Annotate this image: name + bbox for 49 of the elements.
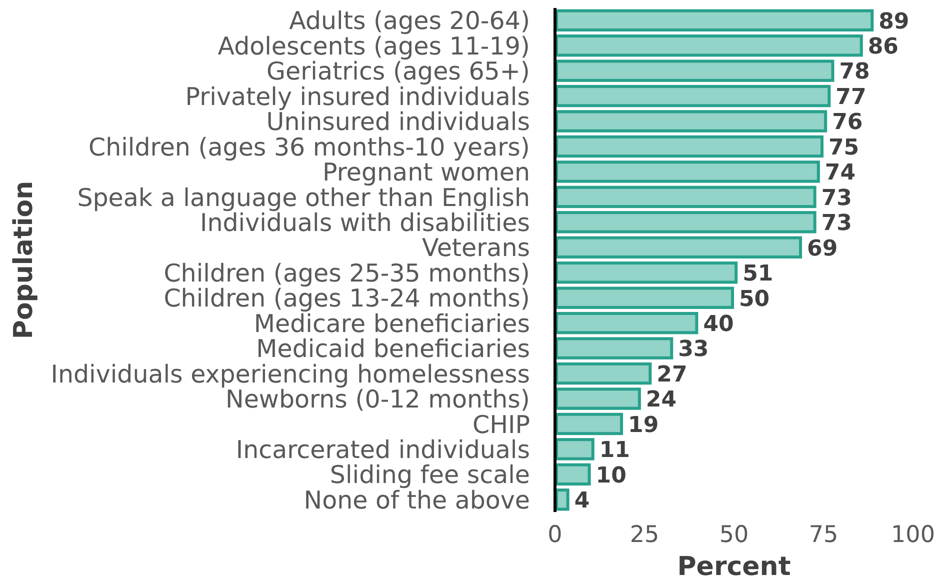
bar	[555, 236, 802, 258]
x-tick-label: 25	[630, 522, 660, 548]
bar	[555, 60, 834, 82]
bar	[555, 312, 698, 334]
bar	[555, 135, 824, 158]
data-label: 11	[599, 438, 630, 464]
data-label: 69	[807, 236, 838, 262]
bar	[555, 362, 652, 385]
bar	[555, 438, 594, 460]
x-axis-title: Percent	[677, 552, 791, 580]
x-tick-label: 100	[891, 522, 935, 548]
data-label: 75	[828, 135, 860, 160]
data-label: 77	[836, 84, 866, 110]
data-label: 50	[739, 286, 770, 312]
data-label: 19	[628, 412, 659, 438]
bar	[555, 412, 624, 436]
bar	[555, 9, 874, 32]
data-label: 4	[574, 488, 590, 514]
bar	[555, 110, 828, 132]
bar	[555, 488, 570, 511]
bar	[555, 211, 816, 234]
data-label: 89	[878, 9, 910, 34]
data-label: 51	[742, 262, 774, 287]
bar	[555, 34, 863, 57]
bar	[555, 388, 641, 410]
bar	[555, 262, 738, 284]
y-tick-label: Children (ages 36 months-10 years)	[88, 132, 530, 162]
x-tick-label: 0	[548, 522, 562, 548]
bar	[555, 84, 831, 108]
data-label: 73	[821, 186, 852, 211]
data-label: 86	[868, 34, 899, 60]
x-tick-label: 50	[719, 522, 749, 548]
x-tick-label: 75	[808, 522, 838, 548]
data-label: 33	[678, 337, 709, 362]
bar	[555, 463, 591, 486]
bar	[555, 186, 816, 208]
data-label: 10	[596, 463, 626, 488]
data-label: 74	[824, 160, 856, 186]
data-label: 78	[839, 60, 870, 85]
bar	[555, 286, 734, 309]
bar	[555, 160, 820, 183]
data-label: 27	[656, 362, 688, 388]
y-axis-title: Population	[9, 180, 39, 340]
y-tick-label: Adults (ages 20-64)	[289, 6, 530, 36]
data-label: 76	[832, 110, 863, 136]
bar	[555, 337, 674, 360]
data-label: 24	[646, 388, 677, 413]
data-label: 73	[821, 211, 852, 236]
data-label: 40	[703, 312, 734, 337]
